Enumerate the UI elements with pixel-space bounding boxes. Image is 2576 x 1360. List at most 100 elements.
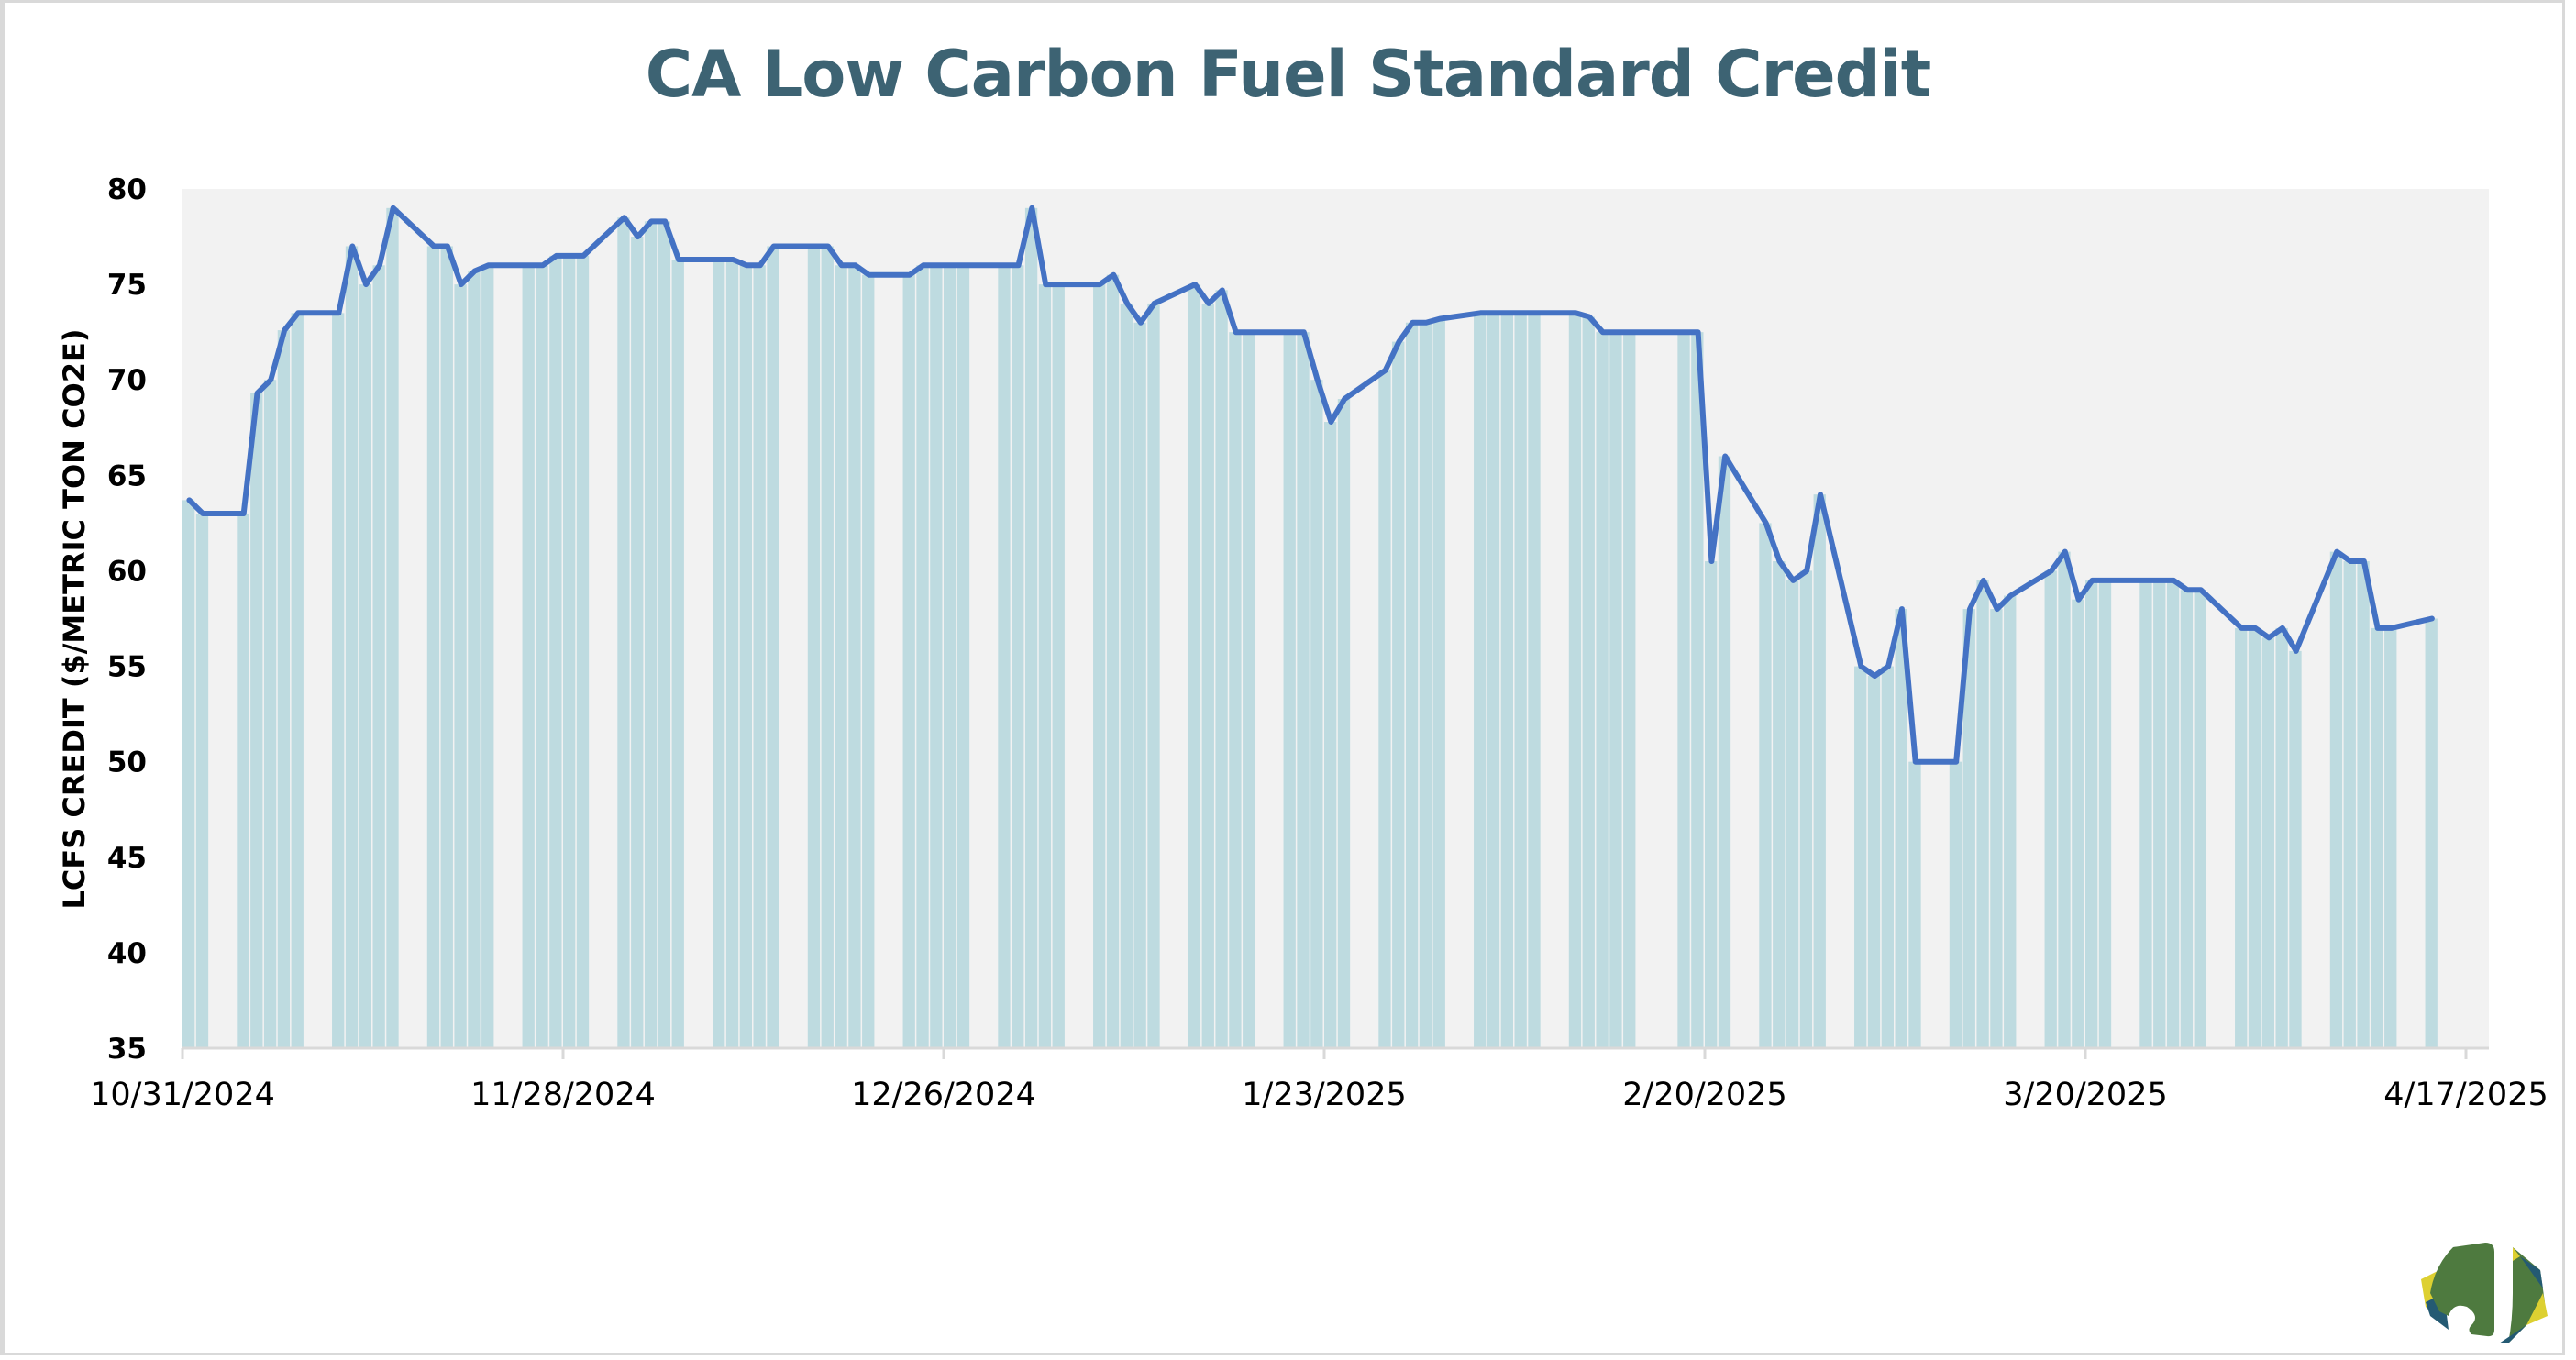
bar [332, 313, 345, 1048]
bar [563, 255, 576, 1048]
bar [522, 265, 535, 1048]
bar [1310, 380, 1323, 1048]
bar [2248, 627, 2261, 1048]
bar [2098, 580, 2112, 1048]
y-tick-label: 60 [107, 555, 147, 588]
bar [1324, 422, 1337, 1048]
bar [277, 330, 291, 1048]
x-ticks: 10/31/2024 11/28/2024 12/26/2024 1/23/2025 2… [90, 1048, 2548, 1113]
bar [2180, 590, 2194, 1048]
bar [2085, 580, 2098, 1048]
bar [658, 221, 671, 1049]
bar [1705, 561, 1718, 1048]
bar [1895, 609, 1907, 1048]
bar [944, 265, 956, 1048]
bar [956, 265, 970, 1048]
bar [2166, 580, 2180, 1048]
bar [1949, 761, 1962, 1048]
bar [2194, 590, 2206, 1048]
bar [2425, 618, 2438, 1048]
bar [1528, 313, 1541, 1048]
bar [345, 246, 359, 1048]
x-tick-label: 1/23/2025 [1242, 1077, 1406, 1113]
bar [1582, 316, 1595, 1048]
y-tick-label: 55 [107, 651, 147, 684]
bar [1813, 494, 1826, 1048]
bar [2371, 627, 2383, 1048]
bar [2235, 627, 2248, 1048]
bar [1514, 313, 1527, 1048]
bar [1133, 322, 1146, 1048]
bar [1392, 341, 1405, 1049]
bar [1283, 332, 1296, 1049]
bar [1024, 207, 1038, 1049]
y-tick-label: 65 [107, 459, 147, 492]
chart-title: CA Low Carbon Fuel Standard Credit [645, 37, 1931, 112]
bar [237, 513, 249, 1048]
x-tick-label: 2/20/2025 [1622, 1077, 1786, 1113]
bar [2384, 627, 2397, 1048]
bar [1106, 274, 1120, 1048]
y-tick-label: 40 [107, 937, 147, 970]
bar [713, 260, 725, 1048]
bar [1038, 284, 1052, 1049]
bar [549, 255, 562, 1048]
bar [631, 237, 644, 1048]
bar [2044, 570, 2057, 1048]
bar [1229, 332, 1242, 1049]
bar [386, 207, 399, 1049]
bar [1474, 313, 1487, 1048]
y-axis-label: LCFS CREDIT ($/METRIC TON CO2E) [57, 328, 92, 909]
bar [2275, 627, 2288, 1048]
bar [767, 246, 779, 1048]
y-ticks: 35 40 45 50 55 60 65 70 75 80 [107, 173, 147, 1066]
bar [1786, 580, 1799, 1048]
bar [930, 265, 943, 1048]
bar [1596, 332, 1609, 1049]
bar [1976, 580, 1989, 1048]
bar [1623, 332, 1636, 1049]
bar [2153, 580, 2166, 1048]
bar [576, 255, 590, 1048]
bar [2072, 599, 2084, 1048]
bar [440, 246, 453, 1048]
bar [1215, 290, 1228, 1048]
x-tick-label: 11/28/2024 [470, 1077, 656, 1113]
bar [1093, 284, 1106, 1049]
bar [725, 260, 739, 1048]
bar [998, 265, 1011, 1048]
bar [1012, 265, 1024, 1048]
bar [1691, 332, 1704, 1049]
y-tick-label: 80 [107, 173, 147, 206]
bar [426, 246, 440, 1048]
bar [821, 246, 834, 1048]
bar-series [182, 207, 2438, 1049]
bar [263, 380, 277, 1048]
line-series [186, 205, 2435, 765]
bar [1677, 332, 1690, 1049]
bar [1201, 303, 1214, 1048]
bar [1500, 313, 1513, 1048]
y-tick-label: 75 [107, 269, 147, 302]
x-tick-label: 4/17/2025 [2383, 1077, 2548, 1113]
company-logo [2421, 1243, 2548, 1343]
bar [195, 513, 209, 1048]
bar [1867, 675, 1881, 1048]
bar [1147, 303, 1160, 1048]
bar [739, 265, 752, 1048]
y-tick-label: 35 [107, 1033, 147, 1066]
x-tick-label: 10/31/2024 [90, 1077, 275, 1113]
bar [468, 271, 481, 1049]
bar [1243, 332, 1255, 1049]
x-tick-label: 3/20/2025 [2003, 1077, 2167, 1113]
bar [1962, 609, 1975, 1048]
bar [372, 265, 385, 1048]
bar [1432, 318, 1445, 1048]
bar [1799, 570, 1813, 1048]
y-tick-label: 50 [107, 746, 147, 780]
bar [536, 265, 548, 1048]
bar [902, 274, 915, 1048]
bar [1881, 666, 1894, 1048]
x-tick-label: 12/26/2024 [851, 1077, 1036, 1113]
